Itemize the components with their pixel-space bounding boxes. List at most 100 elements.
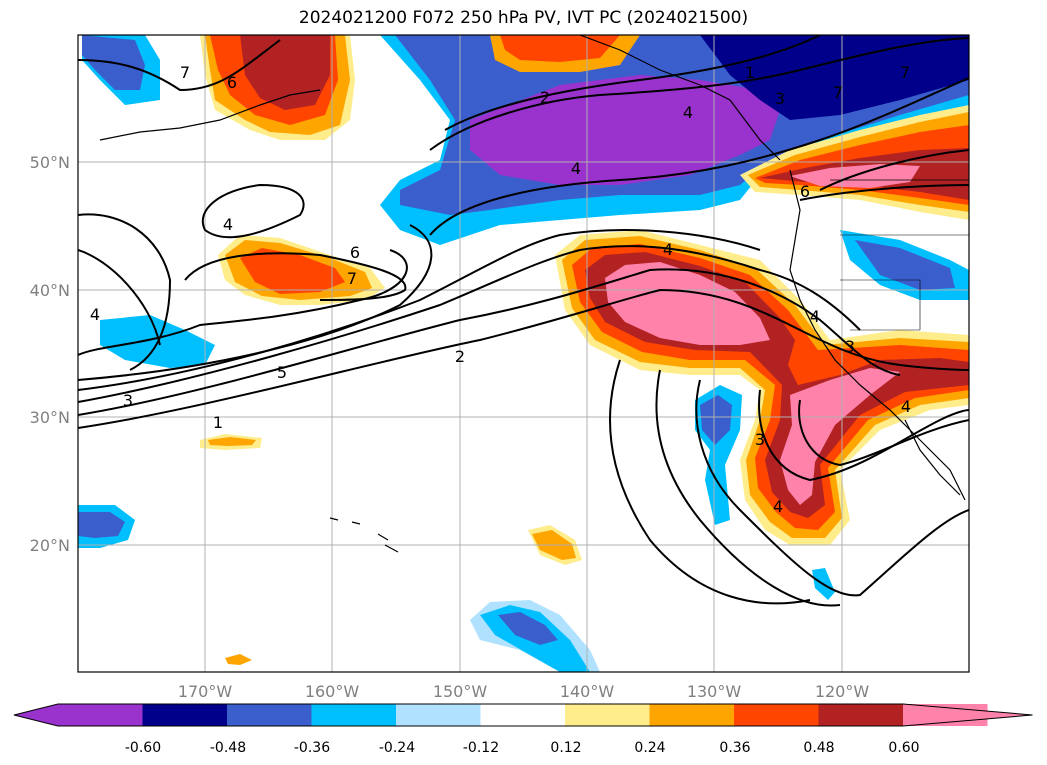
- contour-line: [819, 149, 969, 191]
- contour-label: 7: [833, 83, 843, 102]
- neg-field-mid-b: [700, 395, 732, 445]
- x-axis-labels: 170°W 160°W 150°W 140°W 130°W 120°W: [178, 682, 870, 701]
- contour-line: [78, 268, 901, 416]
- y-axis-labels: 50°N 40°N 30°N 20°N: [30, 153, 70, 555]
- colorbar-swatch: [396, 704, 481, 726]
- contour-line: [78, 213, 172, 371]
- coast-alaska: [579, 35, 781, 161]
- contour-line: [798, 399, 969, 467]
- contour-label: 4: [90, 305, 100, 324]
- colorbar-tick-label: -0.12: [463, 740, 499, 756]
- neg-field-south-c: [498, 612, 558, 645]
- colorbar-tick-label: -0.24: [379, 740, 415, 756]
- colorbar-tick-label: 0.12: [550, 740, 581, 756]
- colorbar-extend-min: [14, 704, 58, 726]
- contour-label: 2: [455, 347, 465, 366]
- contour-labels: 1 2 3 4 5 6 7 6 7 4 4 2 3 4 1 3 4 4 3 7 4 6 7 4: [90, 63, 911, 516]
- contour-label: 1: [745, 63, 755, 82]
- colorbar-outline: [13, 703, 1033, 727]
- contour-label: 7: [180, 63, 190, 82]
- x-tick-label: 160°W: [305, 682, 360, 701]
- contour-line: [78, 249, 161, 346]
- pos-field-small-a-b: [208, 437, 256, 446]
- contour-line: [758, 389, 969, 482]
- contour-label: 3: [775, 89, 785, 108]
- contour-line: [78, 245, 861, 403]
- colorbar-swatch: [818, 704, 903, 726]
- colorbar-swatch: [142, 704, 227, 726]
- contour-line: [78, 249, 408, 356]
- colorbar-swatch: [649, 704, 734, 726]
- contour-label: 4: [223, 215, 233, 234]
- contour-line: [78, 288, 969, 429]
- y-tick-label: 20°N: [30, 536, 70, 555]
- colorbar-swatch: [734, 704, 819, 726]
- contour-label: 4: [810, 307, 820, 326]
- contour-label: 3: [755, 430, 765, 449]
- pv-contours: [78, 35, 969, 607]
- pos-field-main-f: [780, 368, 900, 505]
- contour-line: [609, 359, 811, 605]
- neg-field-coast-b: [855, 240, 955, 290]
- shaded-fields: [78, 35, 969, 672]
- pos-field-small-c: [225, 654, 252, 665]
- x-tick-label: 120°W: [815, 682, 870, 701]
- contour-line: [444, 35, 821, 131]
- contour-label: 4: [773, 497, 783, 516]
- map-frame: [77, 34, 970, 673]
- contour-label: 6: [227, 73, 237, 92]
- neg-field-sw-b: [78, 512, 125, 538]
- x-tick-label: 130°W: [687, 682, 742, 701]
- y-tick-label: 50°N: [30, 153, 70, 172]
- contour-line: [799, 184, 969, 201]
- x-tick-label: 140°W: [560, 682, 615, 701]
- contour-label: 2: [540, 88, 550, 107]
- contour-line: [184, 252, 407, 301]
- contour-label: 6: [800, 182, 810, 201]
- contour-line: [429, 77, 969, 236]
- y-tick-label: 40°N: [30, 281, 70, 300]
- colorbar-swatch: [227, 704, 312, 726]
- colorbar-labels: -0.60 -0.48 -0.36 -0.24 -0.12 0.12 0.24 …: [125, 740, 920, 756]
- pos-field-top-b: [500, 35, 620, 62]
- colorbar-swatch: [565, 704, 650, 726]
- coastlines: [99, 35, 969, 553]
- pos-field-main-e: [605, 262, 770, 345]
- contour-line: [655, 369, 841, 607]
- colorbar: [13, 703, 1033, 727]
- coast-hawaii: [329, 517, 399, 553]
- x-tick-label: 170°W: [178, 682, 233, 701]
- border-states: [840, 234, 969, 331]
- colorbar-tick-label: 0.60: [888, 740, 919, 756]
- contour-label: 1: [213, 413, 223, 432]
- contour-label: 6: [350, 243, 360, 262]
- coast-westcoast: [789, 169, 966, 501]
- contour-line: [202, 183, 305, 239]
- contour-line: [695, 379, 969, 597]
- contour-label: 3: [123, 391, 133, 410]
- x-tick-label: 150°W: [433, 682, 488, 701]
- colorbar-swatch: [480, 704, 565, 726]
- contour-label: 7: [347, 269, 357, 288]
- contour-label: 4: [901, 397, 911, 416]
- contour-line: [78, 229, 761, 391]
- coast-aleutians: [99, 89, 321, 141]
- contour-line: [429, 37, 969, 151]
- contour-label: 3: [845, 337, 855, 356]
- contour-label: 5: [277, 363, 287, 382]
- contour-label: 4: [571, 159, 581, 178]
- colorbar-tick-label: -0.36: [294, 740, 330, 756]
- plot-title: 2024021200 F072 250 hPa PV, IVT PC (2024…: [298, 8, 749, 28]
- colorbar-extend-max: [903, 704, 1033, 726]
- colorbar-swatch: [58, 704, 143, 726]
- contour-line: [78, 224, 433, 381]
- contour-label: 7: [900, 63, 910, 82]
- colorbar-tick-label: -0.60: [125, 740, 161, 756]
- colorbar-tick-label: 0.36: [719, 740, 750, 756]
- contour-label: 4: [663, 240, 673, 259]
- neg-field-north-d: [700, 35, 969, 120]
- coast-baja: [904, 419, 961, 496]
- contour-label: 4: [683, 103, 693, 122]
